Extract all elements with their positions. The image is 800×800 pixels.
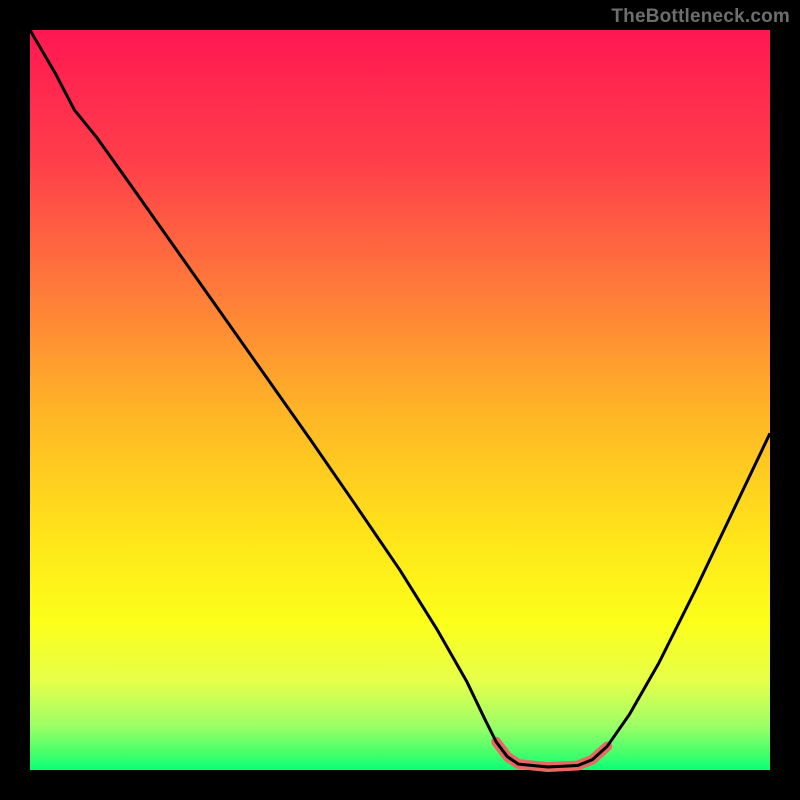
- plot-gradient: [30, 30, 770, 770]
- watermark-label: TheBottleneck.com: [611, 6, 790, 28]
- chart-container: { "watermark": "TheBottleneck.com", "cha…: [0, 0, 800, 800]
- bottleneck-chart: [0, 0, 800, 800]
